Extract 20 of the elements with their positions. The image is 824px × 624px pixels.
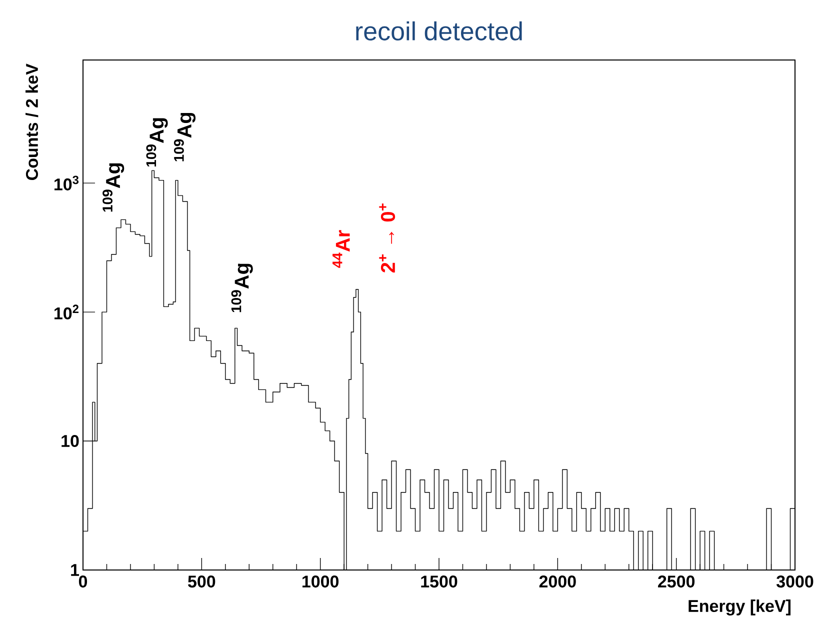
chart-title: recoil detected	[356, 21, 522, 40]
y-tick-label: 1	[71, 564, 79, 576]
x-tick-label: 1500	[421, 576, 458, 588]
y-axis-title: Counts / 2 keV	[26, 64, 38, 180]
x-tick-label: 3000	[776, 576, 814, 588]
annotation: $^{44}$Ar	[332, 230, 350, 268]
annotation: $^{109}$Ag	[231, 264, 253, 312]
annotation: 2$^{+}$ → 0$^{+}$	[379, 203, 396, 272]
y-tick-label: 10$^{2}$	[54, 304, 78, 320]
y-tick-label: 10$^{3}$	[54, 176, 79, 190]
annotation: $^{109}$Ag	[146, 118, 168, 166]
annotation: $^{109}$Ag	[174, 112, 196, 162]
x-axis-title: Energy [keV]	[688, 600, 790, 616]
x-tick-label: 2500	[658, 576, 695, 588]
x-tick-label: 2000	[539, 576, 576, 588]
x-tick-label: 0	[78, 576, 88, 588]
y-tick-label: 10	[62, 435, 79, 448]
x-tick-label: 500	[188, 576, 216, 588]
annotation: $^{109}$Ag	[102, 163, 124, 212]
x-tick-label: 1000	[302, 576, 339, 588]
